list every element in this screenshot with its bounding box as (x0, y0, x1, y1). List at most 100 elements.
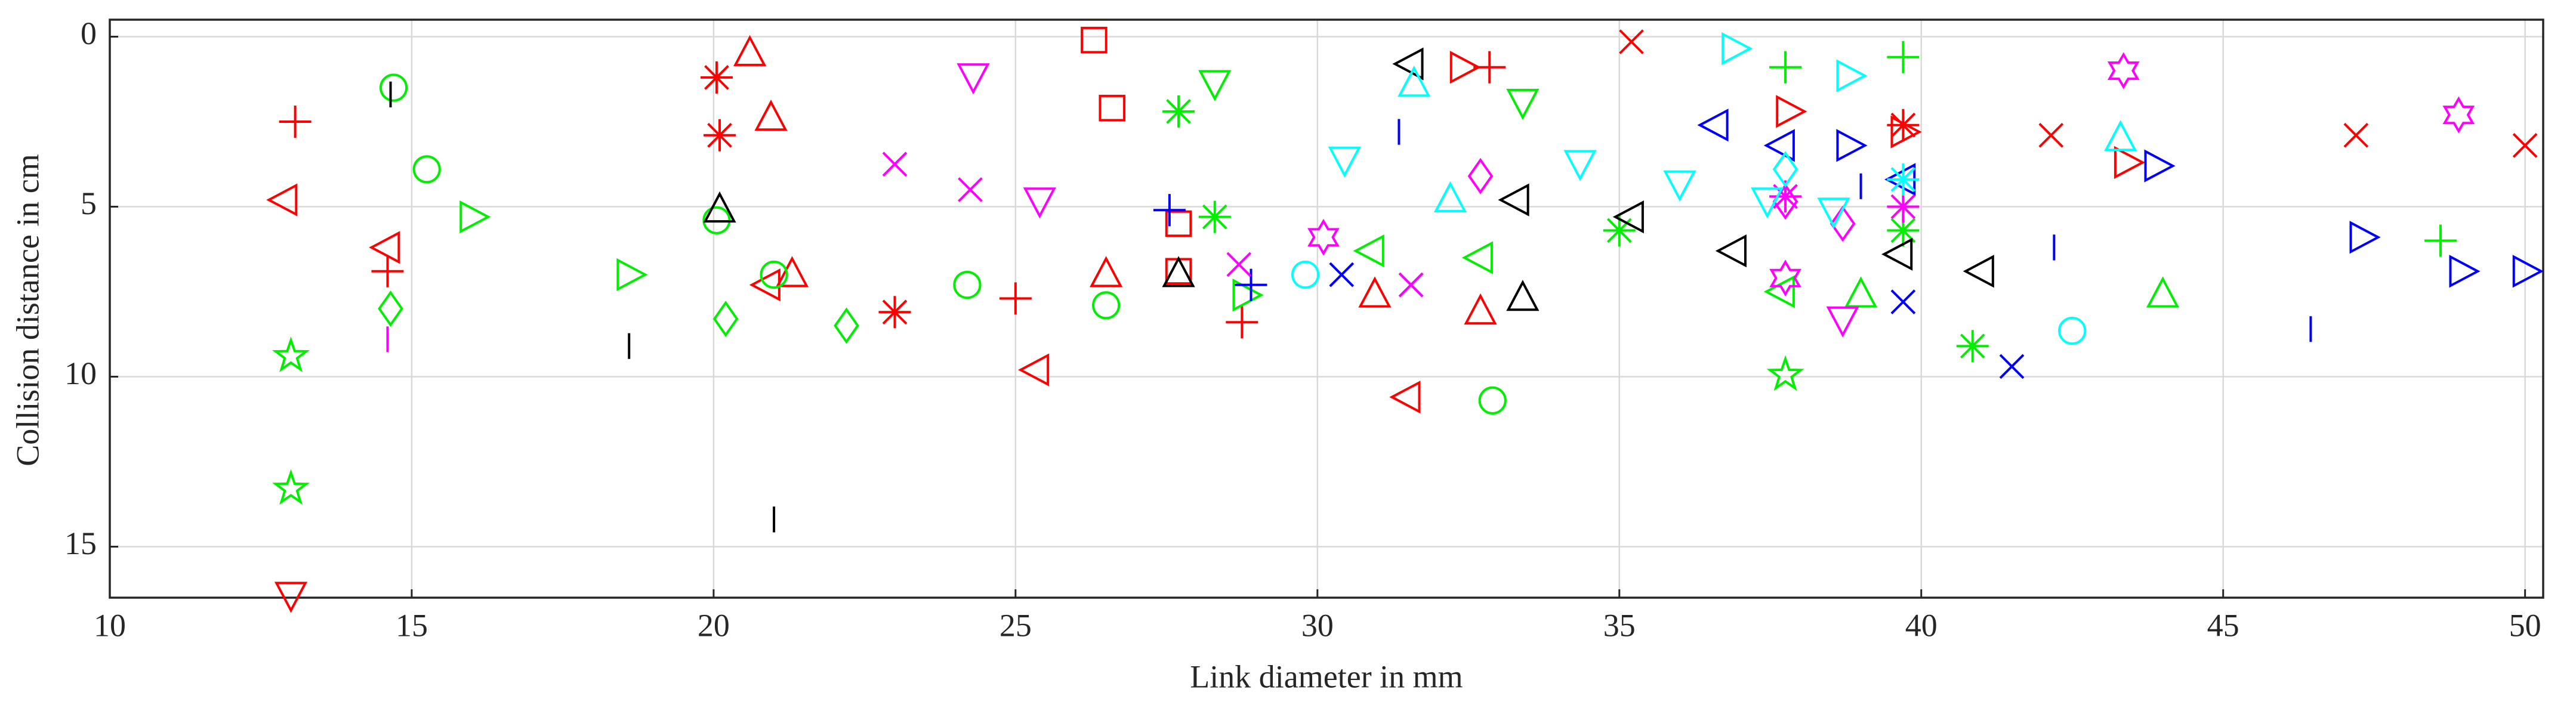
marker (1506, 280, 1540, 311)
marker (266, 183, 298, 217)
x-tick-label: 45 (2207, 607, 2239, 643)
marker (1772, 151, 1798, 188)
marker (1226, 252, 1252, 277)
marker (1836, 129, 1868, 162)
marker (1836, 59, 1868, 92)
marker (1461, 241, 1493, 274)
marker (1506, 88, 1540, 120)
marker (1830, 205, 1856, 242)
series (1722, 32, 1868, 92)
marker (1999, 354, 2025, 379)
y-tick-label: 5 (81, 186, 97, 221)
marker (775, 256, 809, 288)
series (703, 191, 1540, 311)
x-tick-label: 30 (1301, 607, 1334, 643)
marker (1464, 293, 1497, 325)
marker (2038, 122, 2064, 148)
series (1329, 262, 2025, 379)
marker (1887, 163, 1920, 196)
x-tick-label: 20 (698, 607, 730, 643)
series (1772, 151, 1798, 188)
marker (1817, 197, 1850, 229)
marker (279, 106, 311, 138)
marker (616, 258, 648, 292)
marker (703, 191, 736, 223)
marker (1890, 289, 1916, 314)
marker (2349, 221, 2381, 254)
series (1619, 29, 2538, 158)
marker (1307, 218, 1340, 256)
series (1328, 146, 1850, 229)
marker (754, 100, 788, 131)
marker (2424, 224, 2457, 257)
x-axis-label: Link diameter in mm (1190, 659, 1463, 694)
marker (834, 307, 859, 344)
marker (2512, 133, 2538, 158)
marker (2449, 255, 2481, 288)
marker (2114, 146, 2146, 180)
marker (1498, 183, 1529, 217)
marker (1956, 330, 1989, 363)
marker (2058, 316, 2087, 345)
series (274, 582, 308, 613)
marker (2146, 276, 2180, 308)
marker (378, 290, 403, 327)
x-tick-label: 10 (94, 607, 126, 643)
marker (1887, 41, 1920, 73)
marker (2144, 149, 2176, 183)
marker (1763, 275, 1795, 308)
marker (1769, 259, 1801, 297)
marker (1769, 51, 1802, 84)
y-tick-label: 0 (81, 16, 97, 51)
series (1397, 66, 2137, 213)
marker (1353, 234, 1384, 268)
series (1769, 180, 1920, 223)
series (1769, 41, 2457, 257)
marker (1887, 214, 1920, 247)
marker (1887, 109, 1920, 141)
marker (2107, 52, 2140, 89)
marker (1081, 26, 1107, 54)
marker (1358, 276, 1392, 308)
marker (1769, 180, 1802, 213)
marker (1153, 194, 1186, 227)
marker (1162, 95, 1195, 128)
marker (957, 63, 990, 95)
series (1291, 260, 2087, 345)
marker (878, 296, 911, 329)
marker (1198, 200, 1231, 233)
marker (1887, 190, 1920, 223)
marker (1389, 381, 1421, 414)
series (389, 81, 776, 533)
marker (1198, 70, 1232, 101)
series (1397, 119, 2312, 342)
series (1153, 194, 1267, 301)
marker (1890, 115, 1922, 149)
marker (1226, 306, 1258, 339)
marker (1751, 187, 1784, 219)
marker (1232, 279, 1264, 312)
marker (1449, 51, 1481, 84)
marker (712, 301, 739, 338)
series (1836, 129, 2544, 288)
series (957, 63, 1859, 338)
series (1081, 26, 1192, 285)
marker (1776, 95, 1807, 128)
plot-frame (109, 18, 2544, 599)
marker (1329, 262, 1355, 288)
series (1887, 163, 1920, 196)
marker (1235, 268, 1267, 301)
marker (272, 336, 310, 373)
marker (953, 271, 982, 299)
marker (1612, 200, 1644, 234)
series (272, 336, 1804, 505)
marker (2512, 255, 2544, 288)
series (1353, 234, 1795, 308)
marker (999, 282, 1032, 315)
marker (1291, 260, 1320, 289)
y-tick-label: 10 (64, 356, 97, 391)
marker (1603, 214, 1636, 247)
marker (1165, 258, 1192, 285)
marker (1881, 237, 1913, 271)
